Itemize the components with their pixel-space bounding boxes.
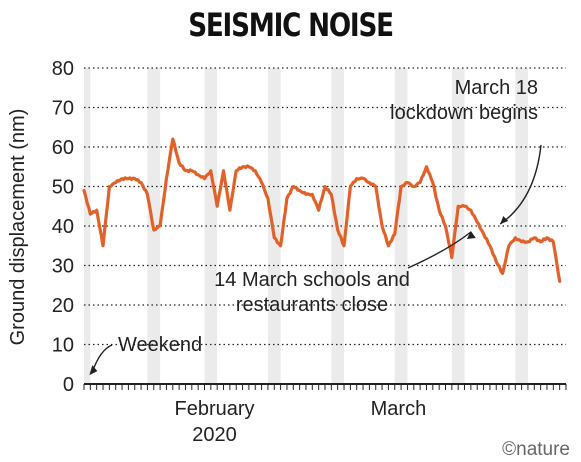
annotation-text: March 18 [455, 77, 538, 99]
y-tick-label: 30 [52, 256, 74, 278]
y-tick-label: 10 [52, 335, 74, 357]
weekend-band [84, 68, 91, 384]
y-axis-label: Ground displacement (nm) [7, 109, 29, 346]
series-layer [82, 137, 562, 283]
series-line [82, 137, 562, 283]
annotation-arrow [499, 144, 542, 225]
annotation-text: lockdown begins [390, 102, 538, 124]
y-tick-label: 70 [52, 98, 74, 120]
y-tick-label: 0 [63, 374, 74, 396]
axes-layer: 0 10 20 30 40 50 60 70 80 February 2020 March [52, 58, 567, 446]
annotations-layer: March 18 lockdown begins 14 March schools … [89, 77, 542, 376]
x-tick-label: March [371, 398, 427, 420]
y-tick-label: 80 [52, 58, 74, 80]
credit-label: ©nature [502, 439, 570, 460]
annotation-arrowhead [466, 231, 476, 239]
annotation-text: 14 March schools and [214, 269, 410, 291]
chart-title: SEISMIC NOISE [188, 6, 394, 44]
annotation-arrow [91, 344, 113, 373]
annotation-arrow [407, 231, 472, 269]
annotation-arrowhead [500, 216, 509, 224]
y-tick-label: 40 [52, 216, 74, 238]
y-tick-label: 20 [52, 295, 74, 317]
x-tick-label: 2020 [192, 424, 237, 446]
y-tick-label: 50 [52, 177, 74, 199]
annotation-text: Weekend [118, 334, 202, 356]
gridlines-layer [84, 67, 566, 346]
y-tick-label: 60 [52, 137, 74, 159]
x-tick-label: February [174, 398, 254, 420]
annotation-arrowhead [89, 365, 98, 376]
annotation-text: restaurants close [236, 294, 388, 316]
